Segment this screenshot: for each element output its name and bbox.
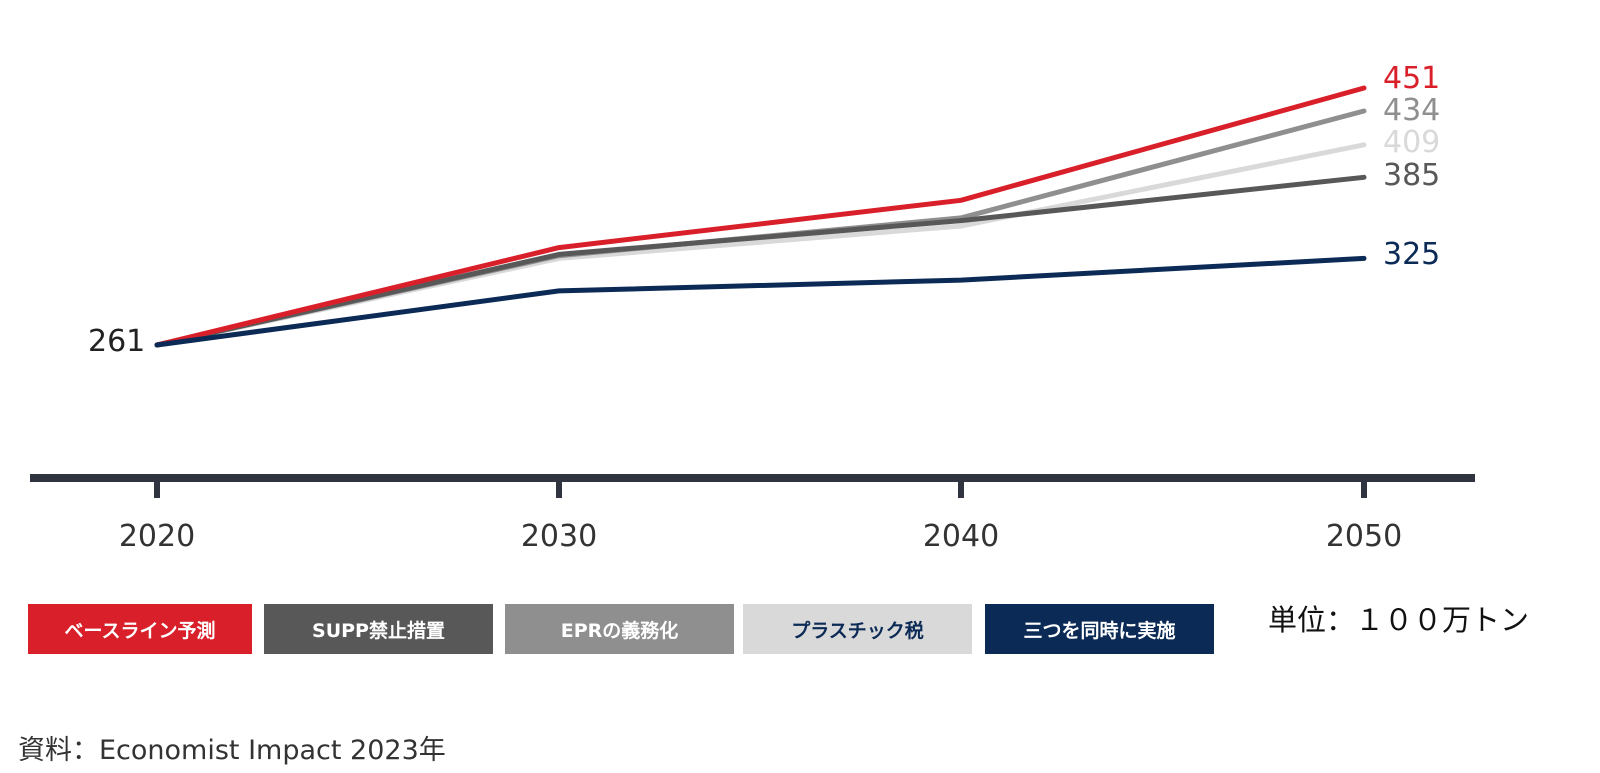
legend-label: プラスチック税 xyxy=(791,619,924,642)
legend-item-1: SUPP禁止措置 xyxy=(264,604,493,654)
series-line-4 xyxy=(154,255,1367,348)
legend-label: ベースライン予測 xyxy=(64,619,216,642)
x-tick-label-2020: 2020 xyxy=(119,519,195,554)
series-line-0 xyxy=(154,85,1367,348)
end-label-2: 434 xyxy=(1383,93,1440,128)
legend-label: 三つを同時に実施 xyxy=(1023,619,1176,642)
legend-label: SUPP禁止措置 xyxy=(312,619,445,642)
series-lines xyxy=(154,85,1367,348)
series-line-3 xyxy=(154,142,1367,348)
x-tick-label-2050: 2050 xyxy=(1326,519,1402,554)
legend-item-0: ベースライン予測 xyxy=(28,604,252,654)
end-label-0: 451 xyxy=(1383,61,1440,96)
legend-label: EPRの義務化 xyxy=(560,619,679,642)
legend-item-4: 三つを同時に実施 xyxy=(985,604,1214,654)
start-label: 261 xyxy=(88,324,145,359)
series-line-1 xyxy=(154,174,1367,348)
legend-item-2: EPRの義務化 xyxy=(505,604,734,654)
x-tick-label-2040: 2040 xyxy=(923,519,999,554)
x-axis: 2020 2030 2040 2050 xyxy=(30,474,1475,554)
unit-label: 単位：１００万トン xyxy=(1268,603,1530,637)
series-line-2 xyxy=(154,108,1367,348)
legend-item-3: プラスチック税 xyxy=(743,604,972,654)
x-tick-label-2030: 2030 xyxy=(521,519,597,554)
end-label-3: 409 xyxy=(1383,125,1440,160)
end-label-4: 325 xyxy=(1383,237,1440,272)
end-label-1: 385 xyxy=(1383,158,1440,193)
source-note: 資料：Economist Impact 2023年 xyxy=(18,735,446,766)
